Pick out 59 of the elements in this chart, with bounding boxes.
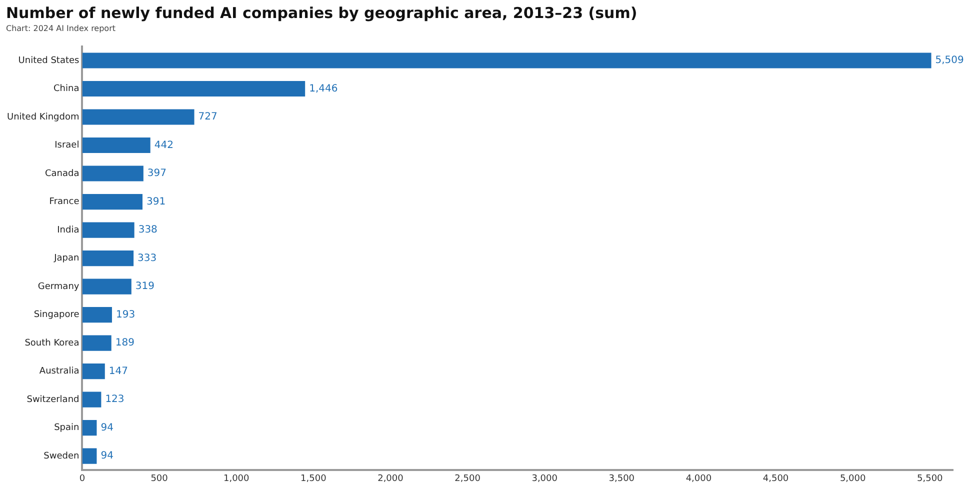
bar bbox=[82, 81, 306, 97]
bar bbox=[82, 222, 134, 238]
bar bbox=[82, 250, 134, 266]
data-label: 5,509 bbox=[935, 55, 964, 66]
chart-title: Number of newly funded AI companies by geographic area, 2013–23 (sum) bbox=[6, 4, 638, 22]
data-label: 123 bbox=[105, 394, 124, 406]
bar bbox=[82, 52, 932, 68]
y-tick-label: Switzerland bbox=[26, 394, 80, 405]
data-label: 189 bbox=[115, 338, 134, 349]
data-label: 391 bbox=[146, 196, 166, 208]
bar bbox=[82, 166, 144, 182]
y-tick-label: Australia bbox=[39, 366, 80, 377]
bar bbox=[82, 335, 112, 351]
y-tick-label: India bbox=[57, 225, 80, 236]
x-tick-label: 0 bbox=[79, 474, 86, 484]
y-tick-label: United States bbox=[18, 56, 80, 66]
bar bbox=[82, 278, 132, 294]
x-tick-label: 3,500 bbox=[608, 474, 635, 484]
x-tick-label: 5,000 bbox=[840, 474, 866, 484]
data-label: 1,446 bbox=[309, 83, 338, 94]
x-tick-label: 1,000 bbox=[223, 474, 250, 484]
x-tick-label: 2,500 bbox=[454, 474, 481, 484]
y-tick-label: Germany bbox=[38, 282, 80, 292]
bar bbox=[82, 364, 105, 380]
y-tick-label: Sweden bbox=[44, 451, 80, 462]
bar bbox=[82, 109, 194, 125]
x-tick-label: 2,000 bbox=[378, 474, 404, 484]
data-label: 442 bbox=[154, 140, 174, 151]
x-tick-label: 4,000 bbox=[686, 474, 712, 484]
data-label: 338 bbox=[138, 224, 158, 236]
y-tick-label: China bbox=[54, 84, 80, 94]
bar bbox=[82, 448, 97, 464]
y-tick-label: Japan bbox=[53, 254, 80, 264]
x-tick-label: 1,500 bbox=[300, 474, 327, 484]
x-tick-label: 4,500 bbox=[762, 474, 789, 484]
y-tick-label: France bbox=[49, 197, 80, 208]
data-label: 94 bbox=[100, 422, 114, 434]
bar bbox=[82, 138, 150, 154]
data-label: 727 bbox=[198, 112, 218, 123]
data-label: 397 bbox=[147, 168, 167, 180]
x-tick-label: 500 bbox=[150, 474, 168, 484]
y-tick-label: United Kingdom bbox=[6, 112, 80, 122]
x-tick-label: 5,500 bbox=[917, 474, 944, 484]
bar bbox=[82, 194, 142, 210]
data-label: 147 bbox=[108, 366, 128, 377]
bar bbox=[82, 392, 102, 408]
y-tick-label: Canada bbox=[44, 168, 80, 179]
data-label: 319 bbox=[135, 281, 154, 292]
bar bbox=[82, 307, 112, 323]
data-label: 193 bbox=[116, 309, 136, 320]
y-tick-label: Spain bbox=[54, 423, 80, 434]
y-tick-label: South Korea bbox=[24, 338, 80, 348]
data-label: 333 bbox=[138, 252, 157, 264]
chart-subtitle: Chart: 2024 AI Index report bbox=[6, 24, 116, 33]
data-label: 94 bbox=[100, 450, 114, 462]
y-tick-label: Singapore bbox=[34, 310, 80, 320]
x-tick-label: 3,000 bbox=[532, 474, 558, 484]
bar bbox=[82, 420, 97, 436]
y-tick-label: Israel bbox=[54, 140, 80, 151]
